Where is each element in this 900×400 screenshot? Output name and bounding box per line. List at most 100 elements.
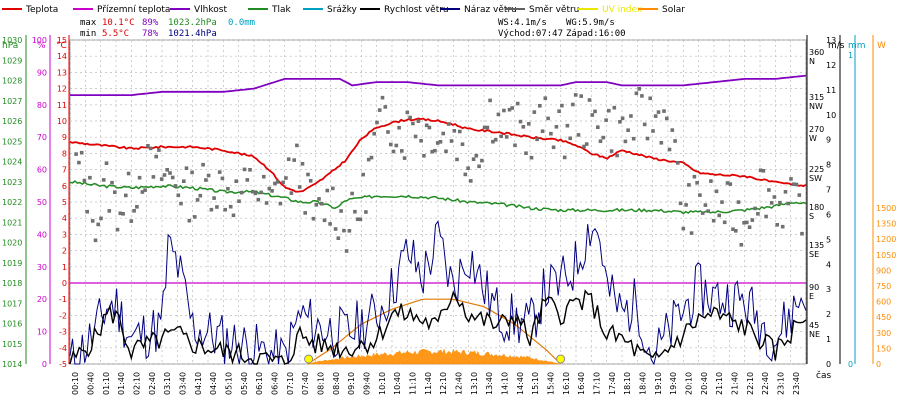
tick-time: 00:40 — [86, 372, 95, 395]
wind-dir-point — [314, 203, 319, 207]
wind-dir-point — [275, 180, 280, 184]
tick-w: 900 — [876, 266, 891, 275]
wind-dir-point — [212, 196, 216, 200]
tick-ms: 6 — [826, 210, 831, 219]
wind-dir-point — [703, 203, 708, 207]
wind-dir-point — [474, 153, 479, 158]
tick-time: 12:40 — [454, 372, 463, 395]
wind-dir-point — [466, 166, 470, 170]
wind-dir-point — [756, 212, 760, 216]
wind-dir-point — [554, 125, 559, 129]
wind-dir-point — [645, 136, 650, 141]
wind-dir-point — [535, 137, 539, 142]
wind-dir-point — [248, 168, 252, 172]
wind-dir-point — [215, 205, 219, 209]
wind-dir-point — [662, 109, 666, 113]
tick-time: 01:40 — [117, 372, 126, 395]
tick-ms: 10 — [826, 111, 836, 120]
stat-min-temp: 5.5°C — [102, 29, 129, 39]
wind-dir-point — [800, 231, 804, 236]
wind-dir-point — [734, 229, 738, 233]
tick-time: 18:40 — [638, 372, 647, 395]
wind-dir-point — [419, 139, 423, 143]
tick-dir-deg: 90 — [809, 283, 819, 292]
wind-dir-point — [758, 168, 763, 173]
wind-dir-point — [469, 179, 473, 183]
wind-dir-point — [527, 122, 531, 126]
tick-dir-label: NE — [809, 330, 820, 339]
wind-dir-point — [502, 108, 506, 113]
tick-w: 300 — [876, 329, 891, 338]
tick-hpa: 1024 — [2, 158, 22, 167]
tick-c: 11 — [57, 101, 67, 110]
tick-dir-label: S — [809, 212, 814, 221]
stat-max-rain: 0.0mm — [228, 18, 255, 28]
wind-dir-point — [656, 110, 661, 114]
tick-time: 05:10 — [224, 372, 233, 395]
stat-sunset: Západ:16:00 — [566, 29, 626, 39]
wind-dir-point — [540, 129, 545, 133]
tick-ms: 9 — [826, 136, 831, 145]
wind-dir-point — [596, 125, 600, 129]
wind-dir-point — [397, 125, 401, 130]
wind-dir-point — [353, 209, 357, 214]
wind-dir-point — [615, 153, 619, 158]
wind-dir-point — [797, 193, 802, 197]
wind-dir-point — [231, 213, 236, 218]
tick-hpa: 1015 — [2, 340, 22, 349]
tick-time: 07:40 — [301, 372, 310, 395]
axis-ms-title: m/s — [828, 41, 845, 51]
tick-time: 17:10 — [592, 372, 601, 395]
wind-dir-point — [488, 98, 492, 103]
wind-dir-point — [295, 143, 299, 148]
tick-hpa: 1019 — [2, 259, 22, 268]
wind-dir-point — [557, 109, 561, 113]
wind-dir-point — [303, 211, 307, 215]
axis-hpa-title: hPa — [2, 41, 18, 51]
wind-dir-point — [77, 160, 81, 165]
wind-dir-point — [753, 206, 757, 211]
tick-dir-label: N — [809, 57, 815, 66]
tick-time: 06:10 — [255, 372, 264, 395]
wind-dir-point — [772, 195, 777, 199]
stat-max-press: 1023.2hPa — [168, 18, 217, 28]
stat-max-hum: 89% — [142, 18, 159, 28]
tick-pct: 70 — [37, 133, 47, 142]
wind-dir-point — [201, 162, 205, 167]
wind-dir-point — [342, 228, 346, 233]
wind-dir-point — [648, 96, 652, 101]
wind-dir-point — [496, 112, 501, 117]
axis-w-title: W — [877, 41, 886, 51]
tick-dir-deg: 315 — [809, 93, 824, 102]
wind-dir-point — [653, 114, 658, 118]
wind-dir-point — [582, 144, 586, 149]
tick-pct: 40 — [37, 230, 47, 239]
axis-mm-title: mm — [848, 41, 866, 51]
wind-dir-point — [532, 110, 537, 114]
tick-ms: 1 — [826, 335, 831, 344]
wind-dir-point — [289, 191, 294, 195]
wind-dir-point — [438, 140, 443, 144]
wind-dir-point — [493, 138, 498, 142]
wind-dir-point — [284, 176, 288, 180]
wind-dir-point — [435, 141, 440, 145]
wind-dir-point — [515, 101, 520, 106]
tick-dir-label: SE — [809, 250, 819, 259]
tick-pct: 60 — [37, 166, 47, 175]
wind-dir-point — [441, 131, 445, 136]
wind-dir-point — [394, 143, 399, 148]
wind-dir-point — [551, 145, 556, 150]
wind-dir-point — [513, 143, 517, 148]
wind-dir-point — [339, 209, 343, 213]
wind-dir-point — [524, 151, 528, 155]
tick-time: 02:10 — [132, 372, 141, 395]
wind-dir-point — [90, 219, 95, 223]
tick-time: 16:40 — [577, 372, 586, 395]
tick-time: 09:40 — [362, 372, 371, 395]
wind-dir-point — [714, 189, 719, 194]
wind-dir-point — [731, 227, 735, 231]
wind-dir-point — [154, 154, 158, 159]
wind-dir-point — [626, 128, 630, 132]
wind-dir-point — [165, 168, 169, 172]
wind-dir-point — [267, 186, 272, 191]
